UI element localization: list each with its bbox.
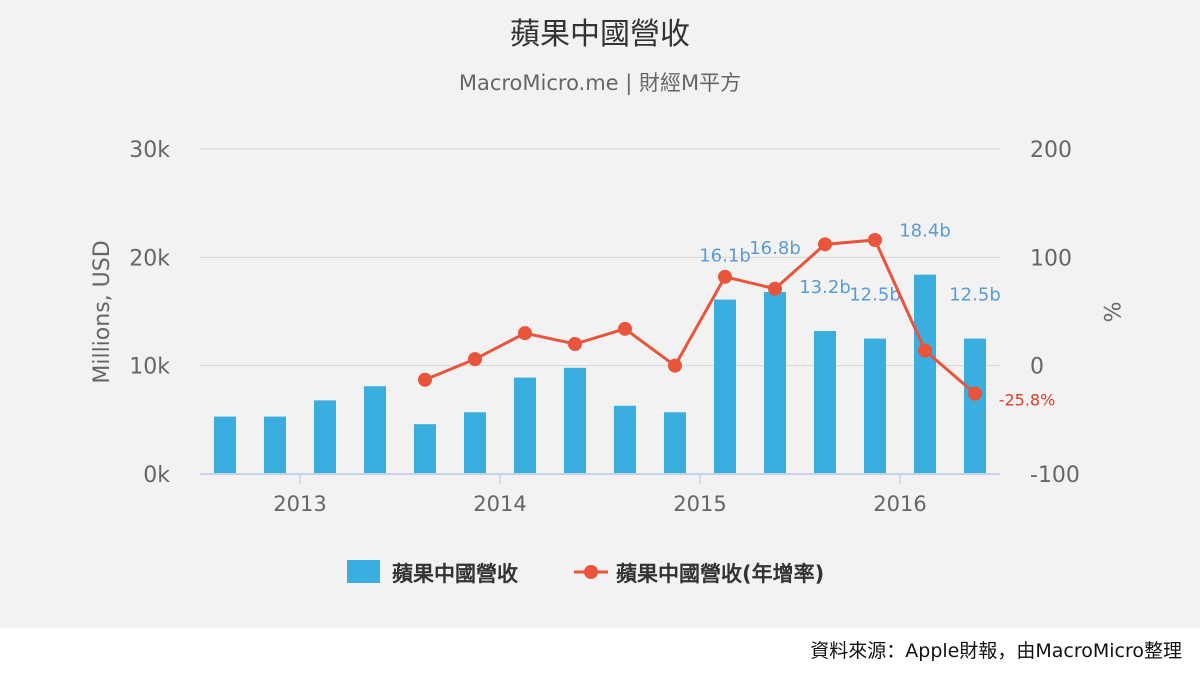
bar-data-label: 12.5b	[849, 285, 901, 306]
y-left-tick-label: 30k	[129, 138, 170, 163]
bar	[214, 416, 236, 474]
bar	[314, 400, 336, 474]
gridlines	[200, 148, 1000, 367]
chart-subtitle: MacroMicro.me | 財經M平方	[459, 71, 741, 96]
y-left-tick-label: 20k	[129, 246, 170, 271]
bar-data-label: 18.4b	[899, 221, 951, 242]
chart-title: 蘋果中國營收	[510, 17, 690, 52]
bar	[264, 416, 286, 474]
legend-item-line[interactable]: 蘋果中國營收(年增率)	[574, 562, 824, 586]
legend: 蘋果中國營收 蘋果中國營收(年增率)	[347, 560, 824, 586]
y-right-tick-label: 0	[1030, 355, 1044, 380]
bar	[814, 331, 836, 474]
bar	[714, 299, 736, 474]
y-right-tick-label: 200	[1030, 138, 1072, 163]
bar	[564, 367, 586, 474]
y-left-tick-label: 0k	[143, 463, 170, 488]
bar-data-label: 13.2b	[799, 277, 851, 298]
y-left-tick-label: 10k	[129, 355, 170, 380]
bar-data-label: 16.8b	[749, 238, 801, 259]
legend-bar-label: 蘋果中國營收	[392, 562, 518, 586]
chart-container: 蘋果中國營收 MacroMicro.me | 財經M平方 16.1b 16.8b 1…	[90, 17, 1123, 586]
bar-data-label: 16.1b	[699, 246, 751, 267]
line-point	[418, 372, 432, 387]
line-point	[568, 337, 582, 351]
line-point	[468, 352, 482, 367]
source-note: 資料來源：Apple財報，由MacroMicro整理	[810, 640, 1182, 662]
legend-line-marker	[584, 565, 598, 579]
line-point	[718, 269, 732, 284]
y-right-tick-label: -100	[1030, 463, 1080, 488]
bar	[364, 386, 386, 474]
line-point	[518, 326, 532, 341]
x-tick-label: 2014	[473, 492, 526, 516]
bar	[614, 405, 636, 474]
line-point	[918, 343, 932, 358]
x-tick-label: 2015	[673, 492, 726, 516]
legend-item-bar[interactable]: 蘋果中國營收	[347, 560, 518, 586]
line-point	[618, 321, 632, 336]
line-point	[968, 386, 982, 401]
x-tick-label: 2013	[273, 492, 326, 516]
line-point	[868, 233, 882, 247]
line-path	[424, 238, 976, 395]
footer: 資料來源：Apple財報，由MacroMicro整理	[0, 628, 1200, 674]
bar	[414, 424, 436, 474]
y-right-tick-label: 100	[1030, 246, 1072, 271]
line-point	[818, 237, 832, 252]
y-axis-left-label: Millions, USD	[90, 240, 115, 383]
bar	[514, 377, 536, 474]
legend-bar-swatch	[347, 560, 380, 583]
legend-line-label: 蘋果中國營收(年增率)	[616, 562, 824, 586]
line-point	[668, 358, 682, 373]
bar	[914, 274, 936, 474]
line-point	[768, 281, 782, 296]
bar	[664, 412, 686, 474]
bar	[464, 412, 486, 474]
bar	[964, 338, 986, 474]
bar	[764, 292, 786, 474]
line-data-label: -25.8%	[999, 391, 1056, 410]
line-series: -25.8%	[418, 233, 1055, 410]
bar-data-label: 12.5b	[949, 285, 1001, 306]
axes: 0k 10k 20k 30k -100 0 100 200 2013 2014 2015 2016	[129, 138, 1080, 516]
y-axis-right-label: %	[1098, 302, 1123, 323]
x-tick-label: 2016	[873, 492, 926, 516]
bar	[864, 338, 886, 474]
